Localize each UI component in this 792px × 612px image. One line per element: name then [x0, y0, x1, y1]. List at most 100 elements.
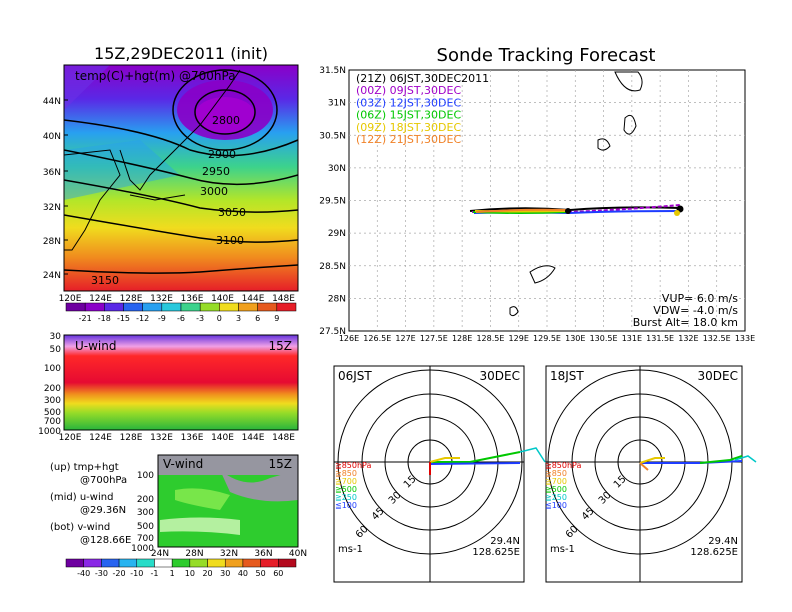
colorbar-swatch	[242, 558, 261, 568]
polar-right-levels: ≧850hPa≧850≧700≧500≧250≦100	[545, 461, 582, 510]
colorbar-label: 60	[273, 569, 283, 578]
note-bot-2: @128.66E	[80, 535, 131, 546]
colorbar-swatch	[142, 302, 163, 312]
polar-left-date: 30DEC	[480, 369, 520, 383]
note-bot-1: (bot) v-wind	[50, 522, 110, 533]
colorbar-swatch	[101, 558, 120, 568]
lat-tick-label: 40N	[289, 549, 307, 559]
map-lon-label: 126E	[339, 334, 359, 343]
pressure-tick-label: 200	[44, 384, 61, 394]
island-outline	[614, 71, 643, 92]
v-wind-time: 15Z	[269, 457, 293, 471]
map-lat-label: 30.5N	[319, 131, 346, 141]
colorbar-swatch	[224, 558, 244, 568]
lon-tick-label: 140E	[211, 294, 234, 304]
level-entry: ≧700	[335, 477, 357, 486]
colorbar-label: -6	[177, 314, 185, 323]
lon-tick-label: 140E	[211, 433, 234, 443]
lat-tick-label: 28N	[185, 549, 203, 559]
left-mid-lon-ticks: 120E 124E 128E 132E 136E 140E 144E 148E	[59, 433, 296, 443]
colorbar-label: 9	[274, 314, 279, 323]
map-lat-label: 29N	[328, 229, 346, 239]
wind-colorbar: -40 -30 -20 -10 -1 1 10 20 30 40 50 60	[65, 558, 297, 578]
left-mid-frame	[63, 334, 299, 431]
level-entry: ≦100	[335, 501, 357, 510]
v-wind-label: V-wind	[163, 457, 203, 471]
legend-entry: (03Z) 12JST,30DEC	[356, 96, 461, 109]
map-grid: 31.5N31N30.5N30N29.5N29N28.5N28N27.5N126…	[319, 66, 755, 343]
polar-right-date: 30DEC	[698, 369, 738, 383]
connector-line	[519, 447, 546, 463]
map-lon-label: 129.5E	[533, 334, 561, 343]
polar-left-traces	[429, 451, 521, 475]
level-entry: ≧850	[335, 469, 357, 478]
pressure-tick-label: 1000	[131, 544, 154, 554]
map-lon-label: 131.5E	[646, 334, 674, 343]
left-top-label: temp(C)+hgt(m) @700hPa	[75, 69, 236, 83]
pressure-tick-label: 500	[137, 522, 154, 532]
colorbar-label: -18	[98, 314, 111, 323]
contour-label: 3050	[218, 206, 246, 219]
contour-label: 2800	[212, 114, 240, 127]
colorbar-swatch	[219, 302, 239, 312]
level-entry: ≧850hPa	[335, 461, 372, 470]
polar-left-lon: 128.625E	[472, 547, 520, 558]
map-lon-label: 127.5E	[420, 334, 448, 343]
map-lon-label: 128E	[452, 334, 472, 343]
colorbar-swatch	[276, 302, 297, 312]
map-title: Sonde Tracking Forecast	[437, 45, 656, 66]
map-lon-label: 131E	[622, 334, 642, 343]
polar-left-unit: ms-1	[338, 544, 363, 555]
lat-tick-label: 36N	[254, 549, 272, 559]
island-outline	[623, 114, 637, 135]
colorbar-label: 6	[255, 314, 260, 323]
map-legend: (21Z) 06JST,30DEC2011(00Z) 09JST,30DEC(0…	[356, 72, 489, 146]
u-wind-label: U-wind	[75, 339, 116, 353]
colorbar-swatch	[104, 302, 124, 312]
colorbar-label: -15	[117, 314, 130, 323]
map-info-burst: Burst Alt= 18.0 km	[633, 316, 738, 329]
pressure-tick-label: 500	[44, 408, 61, 418]
map-lon-label: 126.5E	[363, 334, 391, 343]
polar-right-traces	[639, 455, 742, 471]
lat-tick-label: 24N	[43, 271, 61, 281]
map-lon-label: 132E	[678, 334, 698, 343]
lon-tick-label: 148E	[272, 433, 295, 443]
polar-left-time: 06JST	[338, 369, 372, 383]
map-lat-label: 29.5N	[319, 197, 346, 207]
map-lon-label: 133E	[735, 334, 755, 343]
lat-tick-label: 24N	[151, 549, 169, 559]
level-entry: ≧500	[335, 485, 357, 494]
map-lat-label: 28N	[328, 294, 346, 304]
left-bot-lat-ticks: 24N 28N 32N 36N 40N	[151, 549, 307, 559]
pressure-tick-label: 300	[44, 396, 61, 406]
legend-entry: (00Z) 09JST,30DEC	[356, 84, 461, 97]
left-bot-frame	[157, 454, 299, 548]
level-entry: ≧250	[545, 493, 567, 502]
colorbar-swatch	[199, 302, 220, 312]
u-wind-time: 15Z	[269, 339, 293, 353]
lon-tick-label: 144E	[242, 294, 265, 304]
level-entry: ≧500	[545, 485, 567, 494]
colorbar-label: -40	[77, 569, 90, 578]
pressure-tick-label: 30	[50, 332, 62, 342]
colorbar-label: 10	[185, 569, 195, 578]
contour-label: 3100	[216, 234, 244, 247]
island-outline	[597, 138, 611, 151]
colorbar-swatch	[154, 558, 173, 568]
pressure-tick-label: 300	[137, 508, 154, 518]
colorbar-swatch	[257, 302, 278, 312]
map-lon-label: 132.5E	[703, 334, 731, 343]
colorbar-label: 20	[202, 569, 212, 578]
left-top-title: 15Z,29DEC2011 (init)	[94, 44, 268, 63]
lon-tick-label: 144E	[242, 433, 265, 443]
colorbar-swatch	[123, 302, 143, 312]
map-lat-label: 31.5N	[319, 66, 346, 76]
legend-entry: (06Z) 15JST,30DEC	[356, 109, 461, 122]
pressure-tick-label: 100	[44, 364, 61, 374]
map-lon-label: 127E	[395, 334, 415, 343]
lon-tick-label: 132E	[150, 294, 173, 304]
level-entry: ≦100	[545, 501, 567, 510]
